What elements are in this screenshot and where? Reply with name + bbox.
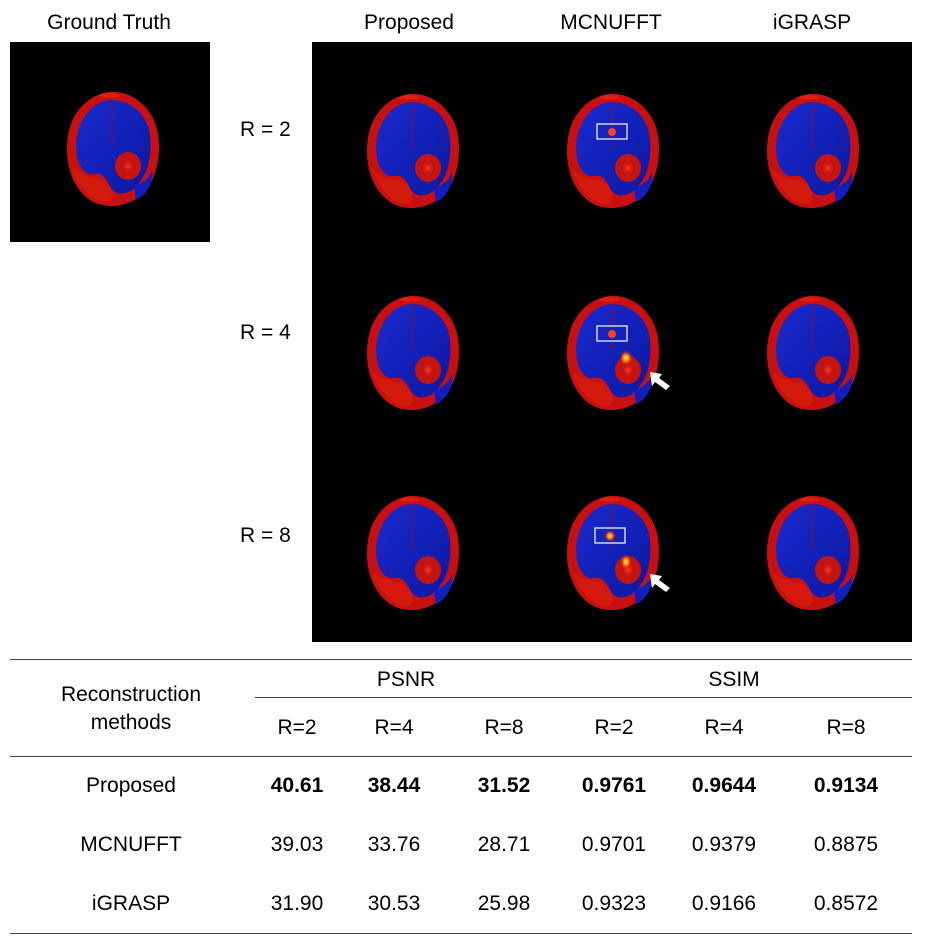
table-cell: 31.90 — [270, 892, 324, 915]
table-cell: 28.71 — [477, 833, 531, 856]
table-cell: 30.53 — [367, 892, 421, 915]
col-header-mcnufft: MCNUFFT — [560, 11, 662, 34]
brain-mcnufft-r4 — [566, 295, 660, 411]
brain-proposed-r4 — [366, 295, 460, 411]
table-cell: 25.98 — [477, 892, 531, 915]
row-label-r4: R = 4 — [240, 321, 291, 344]
table-cell: 0.8572 — [813, 892, 879, 915]
table-cell: 0.9323 — [581, 892, 647, 915]
brain-igrasp-r4 — [766, 295, 860, 411]
table-cell: 0.8875 — [813, 833, 879, 856]
table-cell: 39.03 — [270, 833, 324, 856]
brain-mcnufft-r8 — [566, 495, 660, 611]
arrow-icon — [650, 574, 670, 592]
arrow-icon — [650, 372, 670, 390]
ground-truth-brain-image — [66, 91, 160, 207]
row-label-r8: R = 8 — [240, 524, 291, 547]
group-header-psnr: PSNR — [376, 668, 436, 691]
subheader: R=4 — [704, 716, 744, 739]
brain-proposed-r2 — [366, 93, 460, 209]
subheader: R=4 — [374, 716, 414, 739]
table-cell: 0.9379 — [691, 833, 757, 856]
col-header-igrasp: iGRASP — [772, 11, 852, 34]
group-rule — [255, 697, 912, 698]
subheader: R=8 — [826, 716, 866, 739]
table-top-rule — [10, 659, 912, 660]
table-row-header-line2: methods — [90, 711, 172, 734]
method-name: iGRASP — [91, 892, 171, 915]
brain-igrasp-r2 — [766, 93, 860, 209]
col-header-proposed: Proposed — [364, 11, 454, 34]
table-row-header-line1: Reconstruction — [60, 683, 202, 706]
group-header-ssim: SSIM — [708, 668, 760, 691]
subheader: R=8 — [484, 716, 524, 739]
table-cell: 0.9701 — [581, 833, 647, 856]
subheader: R=2 — [594, 716, 634, 739]
ground-truth-label: Ground Truth — [47, 11, 171, 34]
table-cell: 0.9134 — [813, 774, 879, 797]
table-bottom-rule — [10, 933, 912, 934]
method-name: Proposed — [86, 774, 176, 797]
brain-igrasp-r8 — [766, 495, 860, 611]
subheader: R=2 — [277, 716, 317, 739]
ground-truth-panel — [10, 42, 210, 242]
table-cell: 0.9166 — [691, 892, 757, 915]
method-name: MCNUFFT — [80, 833, 182, 856]
row-label-r2: R = 2 — [240, 118, 291, 141]
reconstruction-grid-panel — [312, 42, 912, 642]
table-cell: 0.9761 — [581, 774, 647, 797]
table-cell: 33.76 — [367, 833, 421, 856]
table-cell: 38.44 — [367, 774, 421, 797]
brain-mcnufft-r2 — [566, 93, 660, 209]
table-cell: 31.52 — [477, 774, 531, 797]
brain-proposed-r8 — [366, 495, 460, 611]
table-cell: 0.9644 — [691, 774, 757, 797]
table-cell: 40.61 — [270, 774, 324, 797]
header-bottom-rule — [10, 756, 912, 757]
